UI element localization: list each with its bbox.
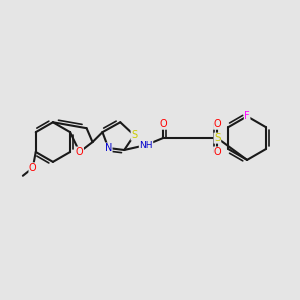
Text: S: S xyxy=(214,133,221,143)
Text: F: F xyxy=(244,111,250,121)
Text: O: O xyxy=(214,147,221,157)
Text: N: N xyxy=(105,143,112,153)
Text: O: O xyxy=(76,147,83,157)
Text: NH: NH xyxy=(139,140,153,149)
Text: O: O xyxy=(29,163,37,173)
Text: S: S xyxy=(131,130,137,140)
Text: O: O xyxy=(214,119,221,129)
Text: O: O xyxy=(159,119,167,129)
